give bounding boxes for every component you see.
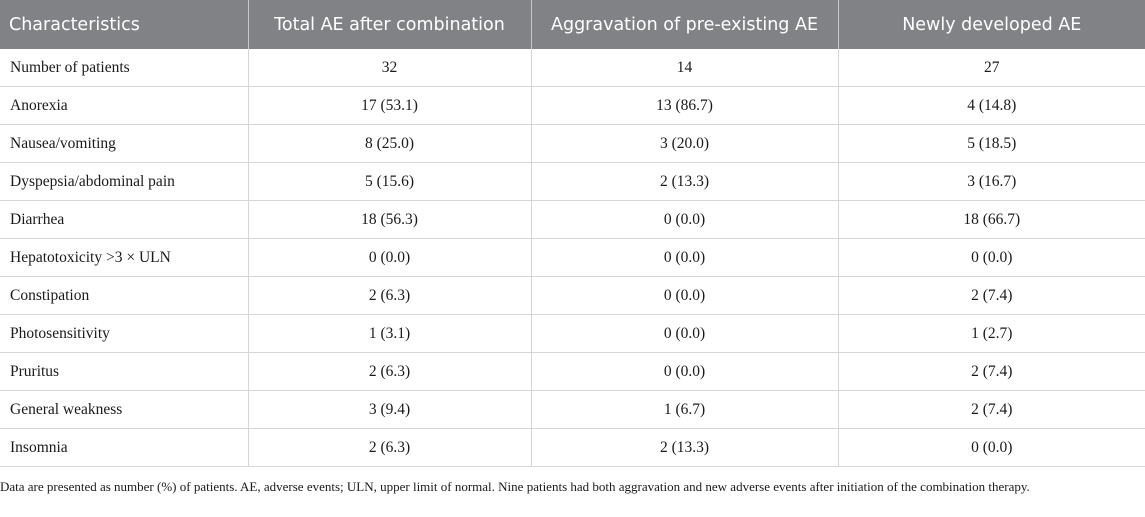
table-body: Number of patients 32 14 27 Anorexia 17 …: [0, 49, 1145, 467]
cell-total-ae: 2 (6.3): [248, 428, 532, 467]
row-label: Pruritus: [0, 352, 249, 391]
cell-total-ae: 18 (56.3): [248, 200, 532, 239]
adverse-events-table: Characteristics Total AE after combinati…: [0, 0, 1145, 467]
cell-newly-developed: 0 (0.0): [838, 238, 1145, 277]
cell-total-ae: 8 (25.0): [248, 124, 532, 163]
table-row: Hepatotoxicity >3 × ULN 0 (0.0) 0 (0.0) …: [0, 238, 1145, 277]
cell-total-ae: 1 (3.1): [248, 314, 532, 353]
cell-total-ae: 3 (9.4): [248, 390, 532, 429]
cell-newly-developed: 2 (7.4): [838, 276, 1145, 315]
table-row: Nausea/vomiting 8 (25.0) 3 (20.0) 5 (18.…: [0, 124, 1145, 163]
cell-total-ae: 17 (53.1): [248, 86, 532, 125]
header-characteristics: Characteristics: [0, 0, 249, 49]
cell-newly-developed: 5 (18.5): [838, 124, 1145, 163]
table-footnote: Data are presented as number (%) of pati…: [0, 479, 1030, 494]
table-row: Anorexia 17 (53.1) 13 (86.7) 4 (14.8): [0, 86, 1145, 125]
cell-newly-developed: 2 (7.4): [838, 390, 1145, 429]
table-header: Characteristics Total AE after combinati…: [0, 0, 1145, 49]
table-row: Number of patients 32 14 27: [0, 49, 1145, 87]
cell-newly-developed: 0 (0.0): [838, 428, 1145, 467]
cell-newly-developed: 1 (2.7): [838, 314, 1145, 353]
table-row: Constipation 2 (6.3) 0 (0.0) 2 (7.4): [0, 276, 1145, 315]
cell-newly-developed: 3 (16.7): [838, 162, 1145, 201]
cell-total-ae: 2 (6.3): [248, 276, 532, 315]
table-row: Diarrhea 18 (56.3) 0 (0.0) 18 (66.7): [0, 200, 1145, 239]
cell-newly-developed: 27: [838, 49, 1145, 87]
table-row: General weakness 3 (9.4) 1 (6.7) 2 (7.4): [0, 390, 1145, 429]
cell-aggravation: 0 (0.0): [531, 200, 839, 239]
cell-aggravation: 0 (0.0): [531, 276, 839, 315]
header-row: Characteristics Total AE after combinati…: [0, 0, 1145, 49]
row-label: Dyspepsia/abdominal pain: [0, 162, 249, 201]
cell-aggravation: 0 (0.0): [531, 238, 839, 277]
row-label: Constipation: [0, 276, 249, 315]
table-row: Dyspepsia/abdominal pain 5 (15.6) 2 (13.…: [0, 162, 1145, 201]
cell-aggravation: 14: [531, 49, 839, 87]
row-label: Number of patients: [0, 49, 249, 87]
row-label: Insomnia: [0, 428, 249, 467]
row-label: Anorexia: [0, 86, 249, 125]
header-total-ae: Total AE after combination: [248, 0, 532, 49]
table-row: Pruritus 2 (6.3) 0 (0.0) 2 (7.4): [0, 352, 1145, 391]
cell-aggravation: 2 (13.3): [531, 428, 839, 467]
row-label: General weakness: [0, 390, 249, 429]
cell-aggravation: 1 (6.7): [531, 390, 839, 429]
row-label: Nausea/vomiting: [0, 124, 249, 163]
row-label: Diarrhea: [0, 200, 249, 239]
cell-aggravation: 0 (0.0): [531, 352, 839, 391]
header-newly-developed: Newly developed AE: [838, 0, 1145, 49]
cell-newly-developed: 18 (66.7): [838, 200, 1145, 239]
cell-aggravation: 3 (20.0): [531, 124, 839, 163]
cell-total-ae: 2 (6.3): [248, 352, 532, 391]
header-aggravation: Aggravation of pre-existing AE: [531, 0, 839, 49]
cell-newly-developed: 4 (14.8): [838, 86, 1145, 125]
cell-total-ae: 0 (0.0): [248, 238, 532, 277]
cell-aggravation: 2 (13.3): [531, 162, 839, 201]
table-row: Photosensitivity 1 (3.1) 0 (0.0) 1 (2.7): [0, 314, 1145, 353]
table-row: Insomnia 2 (6.3) 2 (13.3) 0 (0.0): [0, 428, 1145, 467]
row-label: Photosensitivity: [0, 314, 249, 353]
cell-total-ae: 5 (15.6): [248, 162, 532, 201]
cell-newly-developed: 2 (7.4): [838, 352, 1145, 391]
cell-aggravation: 13 (86.7): [531, 86, 839, 125]
row-label: Hepatotoxicity >3 × ULN: [0, 238, 249, 277]
cell-aggravation: 0 (0.0): [531, 314, 839, 353]
cell-total-ae: 32: [248, 49, 532, 87]
